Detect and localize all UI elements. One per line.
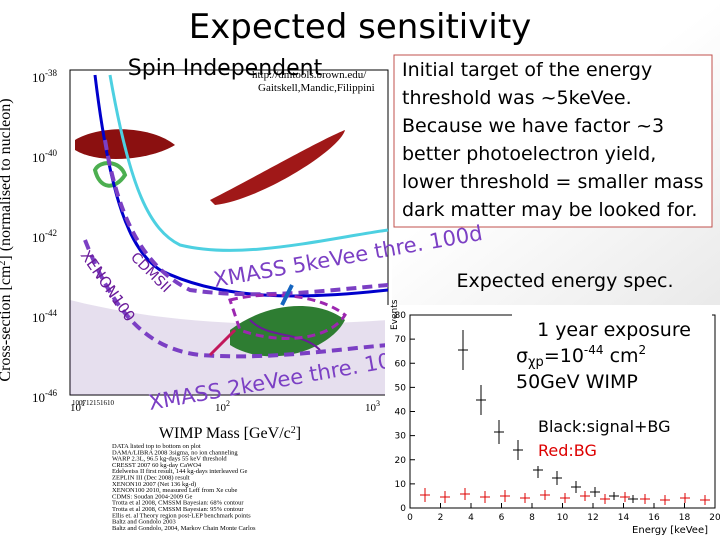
legend-entry: XENON100 2010, measured Leff from Xe cub… bbox=[112, 487, 237, 494]
green-region bbox=[230, 306, 345, 357]
slide-title: Expected sensitivity bbox=[189, 7, 532, 47]
note-line: better photoelectron yield, bbox=[402, 143, 656, 165]
text-bg bbox=[532, 410, 697, 466]
x-axis-label: WIMP Mass [GeV/c2] bbox=[159, 425, 301, 442]
y-tick-label: 20 bbox=[395, 456, 407, 466]
x-tick-label: 12 bbox=[587, 513, 598, 523]
note-line: Initial target of the energy bbox=[402, 59, 652, 81]
y-tick-label: 30 bbox=[395, 432, 407, 442]
x-tick-label: 103 bbox=[365, 399, 380, 414]
x-tick-label: 102 bbox=[215, 399, 230, 414]
wimp: 50GeV WIMP bbox=[516, 371, 638, 393]
legend-black: Black:signal+BG bbox=[538, 417, 671, 436]
x-tick-label: 2 bbox=[438, 513, 444, 523]
y-tick-label: 10-46 bbox=[32, 388, 57, 405]
x-tick-label: 6 bbox=[499, 513, 505, 523]
x-axis-label: Energy [keVee] bbox=[632, 525, 708, 536]
x-tick-label: 16 bbox=[648, 513, 660, 523]
xmass2-curve bbox=[83, 239, 389, 359]
y-tick-label: 10-44 bbox=[32, 308, 57, 325]
legend-entry: Baltz and Gondolo, 2004, Markov Chain Mo… bbox=[112, 525, 256, 532]
y-tick-label: 0 bbox=[400, 504, 406, 514]
cross-section: σχp=10-44 cm2 bbox=[516, 343, 646, 370]
text-bg bbox=[512, 312, 712, 404]
x-tick-label: 4 bbox=[468, 513, 474, 523]
arrow bbox=[280, 284, 294, 306]
x-tick-label: 14 bbox=[618, 513, 630, 523]
bg-points bbox=[420, 488, 710, 505]
note-box bbox=[393, 54, 713, 228]
plot-frame bbox=[69, 69, 389, 396]
curve bbox=[108, 74, 389, 252]
signal-points bbox=[458, 330, 638, 503]
y-tick-label: 10-40 bbox=[32, 148, 57, 165]
plot-id: 100712151610 bbox=[72, 399, 115, 407]
legend-entry: DAMA/LIBRA 2008 3sigma, no ion channelin… bbox=[112, 449, 238, 456]
xmass5-curve bbox=[103, 139, 389, 297]
dama-region bbox=[210, 130, 345, 205]
note-line: threshold was ~5keVee. bbox=[402, 87, 632, 109]
x-tick-label: 8 bbox=[529, 513, 535, 523]
arrow bbox=[208, 328, 237, 357]
y-tick-label: 80 bbox=[395, 311, 407, 321]
legend-entry: CRESST 2007 60 kg-day CaWO4 bbox=[112, 462, 202, 469]
y-tick-label: 10 bbox=[395, 480, 407, 490]
legend-entry: CDMS: Soudan 2004-2009 Ge bbox=[112, 493, 192, 500]
y-tick-label: 10-38 bbox=[32, 68, 57, 85]
legend-entry: DATA listed top to bottom on plot bbox=[112, 443, 201, 450]
authors: Gaitskell,Mandic,Filippini bbox=[258, 82, 375, 94]
subtitle: Spin Independent bbox=[128, 56, 323, 81]
x-tick-label: 10 bbox=[557, 513, 569, 523]
note-line: Because we have factor ~3 bbox=[402, 115, 664, 137]
note-line: dark matter may be looked for. bbox=[402, 199, 697, 221]
y-tick-label: 50 bbox=[395, 383, 407, 393]
legend-entry: Baltz and Gondolo 2003 bbox=[112, 519, 176, 526]
url: http://dmtools.brown.edu/ bbox=[252, 69, 367, 81]
contour bbox=[228, 293, 347, 340]
legend-entry: XENON10 2007 (Net 136 kg-d) bbox=[112, 481, 196, 488]
exposure: 1 year exposure bbox=[537, 319, 691, 341]
legend-entry: ZEPLIN III (Dec 2008) result bbox=[112, 475, 190, 482]
x-tick-label: 0 bbox=[407, 513, 413, 523]
y-tick-label: 40 bbox=[395, 408, 407, 418]
legend-entry: Trotta et al 2008, CMSSM Bayesian: 68% c… bbox=[112, 500, 244, 507]
green-contour bbox=[92, 161, 128, 188]
legend-red: Red:BG bbox=[538, 441, 597, 460]
spec-title: Expected energy spec. bbox=[456, 270, 673, 292]
left-plot: Cross-section [cm2] (normalised to nucle… bbox=[0, 55, 392, 540]
x-tick-label: 20 bbox=[709, 513, 720, 523]
dots bbox=[249, 319, 321, 351]
legend-entry: Edelweiss II first result, 144 kg-days i… bbox=[112, 468, 247, 475]
x-tick-label: 18 bbox=[679, 513, 691, 523]
note-line: lower threshold = smaller mass bbox=[402, 171, 704, 193]
legend-entry: Trotta et al 2008, CMSSM Bayesian: 95% c… bbox=[112, 506, 244, 513]
y-axis-label: Events bbox=[390, 299, 400, 330]
x-tick-label: 101 bbox=[70, 399, 85, 414]
legend-entry: WARP 2.3L, 96.5 kg-days 55 keV threshold bbox=[112, 456, 227, 463]
y-tick-label: 60 bbox=[395, 359, 407, 369]
y-tick-label: 10-42 bbox=[32, 228, 57, 245]
y-tick-label: 70 bbox=[395, 335, 407, 345]
legend-entry: Ellis et. al Theory region post-LEP benc… bbox=[112, 512, 251, 519]
y-axis-label: Cross-section [cm2] (normalised to nucle… bbox=[0, 98, 14, 381]
